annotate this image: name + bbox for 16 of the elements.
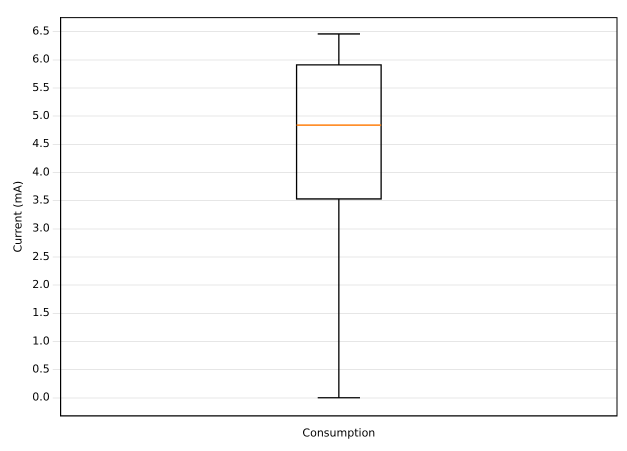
y-tick-label: 4.0 <box>32 165 50 178</box>
y-tick-label: 2.5 <box>32 250 50 263</box>
y-tick-label: 6.5 <box>32 24 50 38</box>
y-tick-label: 4.5 <box>32 137 50 150</box>
y-tick-label: 0.5 <box>32 362 50 376</box>
y-tick-label: 1.5 <box>32 306 50 320</box>
y-tick-label: 6.0 <box>32 52 50 66</box>
x-tick-label: Consumption <box>302 426 376 440</box>
y-tick-label: 5.5 <box>32 80 50 94</box>
y-tick-label: 3.0 <box>32 222 50 235</box>
y-tick-label: 0.0 <box>32 390 50 404</box>
y-tick-label: 3.5 <box>32 194 50 207</box>
y-tick-label: 1.0 <box>32 334 50 348</box>
y-tick-label: 5.0 <box>32 109 50 122</box>
y-tick-label: 2.0 <box>32 278 50 291</box>
y-axis-title: Current (mA) <box>11 180 24 253</box>
